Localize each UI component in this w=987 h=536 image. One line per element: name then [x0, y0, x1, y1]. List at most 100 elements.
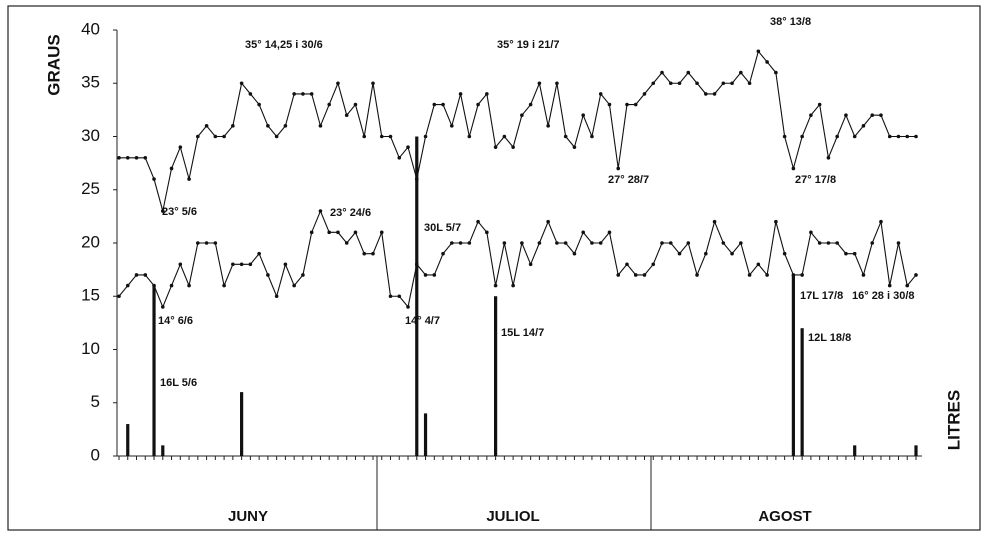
- point: [800, 273, 804, 277]
- point: [914, 273, 918, 277]
- line: [118, 209, 917, 309]
- point: [677, 81, 682, 86]
- month-label: JUNY: [228, 508, 268, 525]
- point: [660, 70, 664, 75]
- point: [397, 294, 402, 299]
- point: [528, 262, 533, 267]
- point: [782, 251, 787, 256]
- point: [633, 273, 638, 277]
- point: [800, 134, 804, 139]
- point: [511, 145, 515, 149]
- point: [695, 81, 699, 86]
- bar: [240, 392, 244, 456]
- point: [563, 134, 568, 139]
- point: [493, 283, 498, 288]
- point: [704, 251, 708, 256]
- point: [791, 166, 796, 171]
- point: [765, 60, 769, 64]
- point: [598, 241, 603, 245]
- point: [283, 124, 288, 128]
- point: [467, 134, 472, 139]
- bar: [853, 445, 857, 456]
- point: [344, 113, 349, 117]
- point: [520, 113, 524, 117]
- point: [633, 102, 638, 107]
- point: [309, 92, 314, 96]
- point: [178, 262, 183, 267]
- annotation: 14° 4/7: [405, 315, 440, 327]
- annotation: 38° 13/8: [770, 16, 811, 28]
- point: [546, 124, 550, 128]
- point: [336, 81, 340, 86]
- annotation: 35° 14,25 i 30/6: [245, 39, 323, 51]
- point: [721, 241, 726, 245]
- point: [712, 219, 717, 224]
- annotation: 27° 28/7: [608, 174, 649, 186]
- bar: [415, 136, 419, 456]
- point: [239, 81, 244, 86]
- point: [476, 219, 480, 224]
- y-tick-label: 35: [81, 73, 100, 92]
- point: [178, 145, 183, 149]
- annotation: 14° 6/6: [158, 315, 193, 327]
- point: [248, 92, 253, 96]
- point: [458, 92, 463, 96]
- point: [467, 241, 472, 245]
- y-tick-label: 20: [81, 232, 100, 251]
- point: [169, 166, 174, 171]
- point: [809, 230, 813, 235]
- point: [844, 113, 848, 117]
- y-axis-title: GRAUS: [44, 34, 63, 95]
- point: [125, 156, 130, 160]
- point: [598, 92, 603, 96]
- point: [274, 134, 279, 139]
- point: [765, 273, 769, 277]
- point: [704, 92, 708, 96]
- bar: [800, 328, 804, 456]
- point: [826, 241, 831, 245]
- point: [266, 124, 270, 128]
- point: [817, 241, 822, 245]
- point: [905, 283, 910, 288]
- point: [572, 251, 577, 256]
- point: [607, 230, 612, 235]
- point: [336, 230, 340, 235]
- point: [169, 283, 174, 288]
- point: [371, 81, 375, 86]
- bar: [914, 445, 918, 456]
- point: [187, 283, 191, 288]
- point: [318, 209, 323, 213]
- point: [266, 273, 270, 277]
- point: [511, 283, 515, 288]
- point: [441, 251, 445, 256]
- annotation: 27° 17/8: [795, 174, 836, 186]
- point: [301, 273, 305, 277]
- point: [397, 156, 402, 160]
- point: [590, 134, 594, 139]
- point: [695, 273, 699, 277]
- point: [222, 283, 226, 288]
- point: [485, 92, 489, 96]
- point: [388, 134, 393, 139]
- point: [196, 241, 200, 245]
- point: [537, 241, 542, 245]
- month-label: AGOST: [758, 508, 811, 525]
- point: [353, 102, 358, 107]
- point: [502, 241, 507, 245]
- point: [458, 241, 463, 245]
- point: [809, 113, 813, 117]
- bar: [423, 413, 428, 456]
- point: [353, 230, 358, 235]
- point: [143, 273, 148, 277]
- point: [616, 166, 621, 171]
- point: [485, 230, 489, 235]
- y-tick-label: 40: [81, 19, 100, 38]
- point: [590, 241, 594, 245]
- point: [581, 113, 585, 117]
- point: [423, 134, 428, 139]
- point: [239, 262, 244, 267]
- point: [651, 81, 656, 86]
- point: [686, 241, 691, 245]
- bar: [494, 296, 498, 456]
